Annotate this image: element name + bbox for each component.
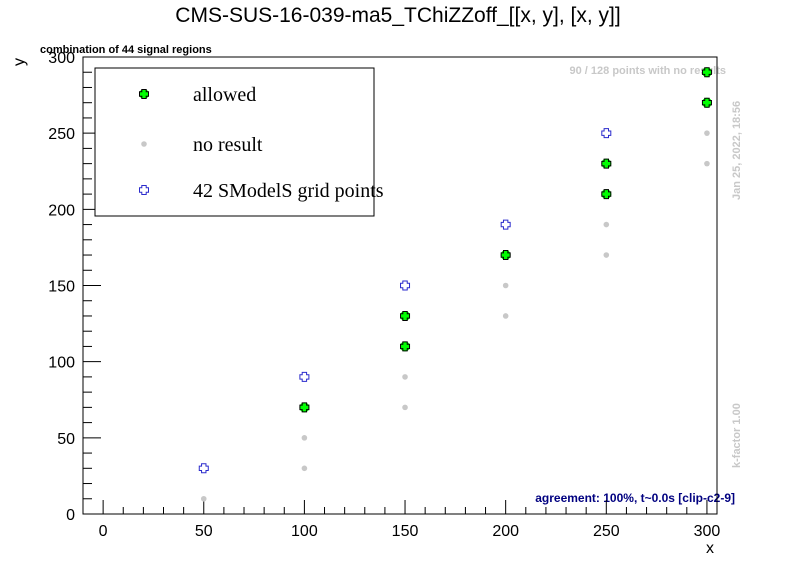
allowed-point	[400, 310, 411, 321]
y-axis-label: y	[11, 58, 28, 66]
legend-marker	[139, 185, 149, 195]
allowed-point	[500, 250, 511, 261]
no-result-point	[200, 495, 207, 502]
legend-marker	[141, 141, 147, 147]
y-axis: 0 50 100 150 200 250 300	[48, 50, 101, 524]
agreement-label: agreement: 100%, t~0.0s [clip-c2-9]	[535, 491, 735, 505]
x-tick-label: 200	[492, 523, 519, 540]
grid-point	[500, 219, 511, 230]
allowed-point	[701, 67, 712, 78]
legend: allowed no result 42 SModelS grid points	[94, 67, 384, 217]
y-tick-label: 250	[48, 126, 75, 143]
no-result-point	[402, 404, 408, 411]
legend-marker	[139, 89, 149, 99]
x-axis-label: x	[706, 540, 714, 557]
legend-label: allowed	[193, 84, 256, 106]
no-result-point	[704, 130, 710, 136]
y-tick-label: 0	[66, 507, 75, 524]
no-result-point	[301, 435, 308, 441]
legend-label: no result	[193, 134, 263, 156]
grid-point	[400, 280, 411, 291]
y-tick-label: 150	[48, 279, 75, 296]
no-result-point	[704, 160, 710, 167]
grid-point	[299, 371, 310, 382]
grid-point	[601, 158, 612, 169]
y-tick-label: 300	[48, 50, 75, 67]
y-tick-label: 200	[48, 202, 75, 219]
no-result-point	[301, 465, 308, 472]
no-result-point	[502, 313, 509, 319]
data-points	[198, 67, 712, 502]
no-results-note: 90 / 128 points with no results	[570, 65, 726, 77]
allowed-point	[400, 341, 411, 352]
grid-point	[299, 402, 310, 413]
no-result-point	[402, 374, 408, 380]
x-tick-label: 150	[392, 523, 419, 540]
grid-point	[601, 128, 612, 139]
legend-label: 42 SModelS grid points	[193, 180, 384, 202]
kfactor-label: k-factor 1.00	[731, 403, 743, 468]
grid-point	[400, 341, 411, 352]
no-result-point	[502, 282, 509, 289]
allowed-point	[601, 189, 612, 200]
grid-point	[701, 67, 712, 78]
chart-subtitle: combination of 44 signal regions	[40, 44, 212, 56]
legend-marker-outline	[139, 89, 149, 99]
x-tick-label: 50	[195, 523, 213, 540]
chart-title: CMS-SUS-16-039-ma5_TChiZZoff_[[x, y], [x…	[175, 4, 620, 27]
x-tick-label: 300	[694, 523, 721, 540]
x-axis: 0 50 100 150 200 250 300	[82, 500, 721, 540]
allowed-point	[601, 158, 612, 169]
timestamp-label: Jan 25, 2022, 18:56	[731, 101, 743, 200]
allowed-point	[701, 97, 712, 108]
no-result-point	[603, 252, 610, 258]
no-result-point	[603, 221, 610, 228]
grid-point	[400, 310, 411, 321]
y-tick-label: 100	[48, 355, 75, 372]
x-tick-label: 0	[99, 523, 108, 540]
x-tick-label: 100	[291, 523, 318, 540]
grid-point	[500, 250, 511, 261]
x-tick-label: 250	[593, 523, 620, 540]
y-tick-label: 50	[57, 431, 75, 448]
grid-point	[601, 189, 612, 200]
allowed-point	[299, 402, 310, 413]
grid-point	[198, 463, 209, 474]
grid-point	[701, 97, 712, 108]
